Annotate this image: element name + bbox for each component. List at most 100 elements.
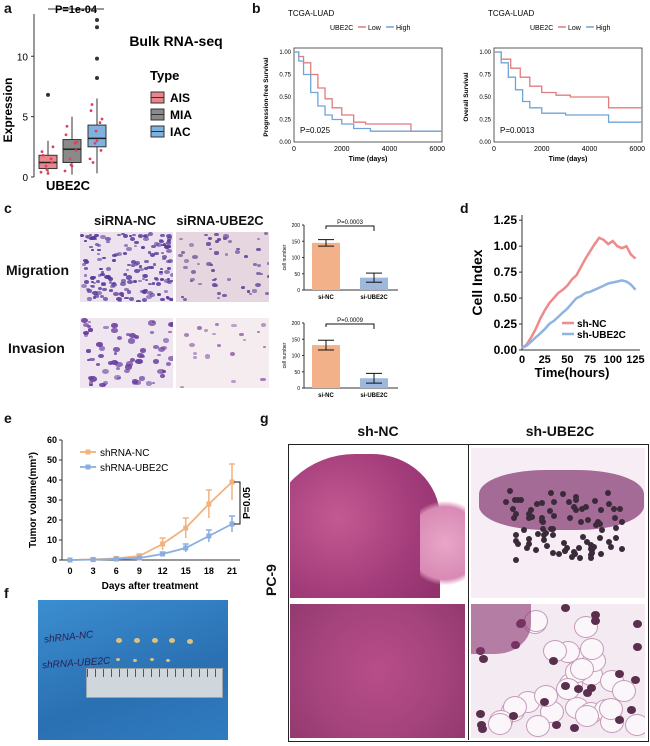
km-series-low <box>294 51 442 132</box>
km-legend-low: Low <box>368 25 382 32</box>
d-legend-label: sh-UBE2C <box>577 330 626 341</box>
km-ytick-label: 0.00 <box>479 140 491 146</box>
panel-a-point <box>94 129 98 133</box>
km-frame <box>293 47 443 143</box>
panel-a-outlier <box>95 18 99 23</box>
d-ytick-label: 0.50 <box>494 291 518 305</box>
e-xtick-label: 3 <box>91 566 96 576</box>
migration-sinc-image <box>80 232 173 302</box>
km-series-high <box>294 51 442 132</box>
d-ytick-label: 0.75 <box>494 265 518 279</box>
panel-c-col-header-nc: siRNA-NC <box>93 213 157 228</box>
panel-d-cell-index: 0.00 0.25 0.50 0.75 1.00 1.25 0 25 50 75 100 125 Tim… <box>469 213 645 380</box>
e-point <box>90 557 96 563</box>
e-ytick-label: 50 <box>47 455 57 465</box>
panel-a-pvalue: P=1e-04 <box>55 4 98 16</box>
km-ytick-label: 1.00 <box>479 50 491 56</box>
panel-a-point <box>98 121 102 125</box>
km-ytick-label: 0.25 <box>479 118 491 124</box>
e-pvalue: P=0.05 <box>242 487 250 519</box>
km-xtick-label: 6000 <box>429 146 445 153</box>
e-point <box>160 551 166 557</box>
panel-a-ylabel: Expression <box>1 78 15 143</box>
panel-a-point <box>75 140 79 144</box>
e-ytick-label: 60 <box>47 435 57 445</box>
km-legend-high: High <box>596 25 611 32</box>
e-point <box>183 545 189 551</box>
panel-a-outlier <box>95 25 99 30</box>
panel-a-point <box>74 149 78 152</box>
panel-letter-a: a <box>4 0 12 16</box>
e-point <box>113 556 119 562</box>
d-ytick-label: 0.25 <box>494 317 518 331</box>
panel-a-box <box>62 139 82 164</box>
panel-a-point <box>49 157 53 161</box>
panel-a-point <box>99 149 103 152</box>
d-series-sh-ube2c <box>521 279 637 350</box>
panel-a-legend: AIS MIA IAC <box>150 91 192 139</box>
panel-a-legend-label: MIA <box>170 108 192 122</box>
cbar-xtick-label: si-UBE2C <box>360 295 388 301</box>
e-ytick-label: 40 <box>47 475 57 485</box>
panel-a-point <box>88 157 92 161</box>
cbar-sig-bracket <box>325 323 375 329</box>
km-ytick-label: 0.75 <box>279 73 291 79</box>
km-legend-low: Low <box>568 25 582 32</box>
e-xtick-label: 9 <box>137 566 142 576</box>
panel-a-outlier <box>46 92 50 97</box>
panel-c-row-label-migration: Migration <box>6 262 69 278</box>
panel-a-point <box>93 141 97 145</box>
panel-b-km: TCGA-LUAD UBE2C Low High 0.00 0.25 0.50 0.75 1.0… <box>263 9 645 163</box>
km-ylabel: Overall Survival <box>463 72 470 121</box>
panel-g-col-header-nc: sh-NC <box>357 423 399 439</box>
d-ytick-label: 1.00 <box>494 239 518 253</box>
km-title: TCGA-LUAD <box>488 9 534 18</box>
cbar-ylabel: cell number <box>282 244 288 270</box>
km-title: TCGA-LUAD <box>288 9 334 18</box>
panel-c-bar-invasion: 0 50 100 150 200 cell number si-NC si-UBE2C P=0.… <box>282 318 398 399</box>
panel-a-point <box>51 145 55 149</box>
d-ytick-label: 0.00 <box>494 343 518 357</box>
panel-a-point <box>63 169 67 173</box>
km-gene: UBE2C <box>330 25 353 32</box>
d-xtick-label: 50 <box>561 354 573 366</box>
panel-f-tumor-photo: shRNA-NC shRNA-UBE2C <box>38 600 228 740</box>
km-legend-high: High <box>396 25 411 32</box>
d-xtick-label: 25 <box>539 354 551 366</box>
km-xtick-label: 6000 <box>629 146 645 153</box>
panel-a-legend-label: AIS <box>170 91 190 105</box>
cbar-pvalue: P=0.0003 <box>337 220 364 226</box>
panel-a-boxes <box>38 18 107 175</box>
he-siube2c-low-mag <box>471 448 645 598</box>
km-xtick-label: 4000 <box>382 146 398 153</box>
cbar-ytick-label: 150 <box>292 337 301 343</box>
e-point <box>229 479 235 485</box>
e-xlabel: Days after treatment <box>102 581 199 592</box>
km-pvalue: P=0.0013 <box>500 126 535 135</box>
km-xtick-label: 0 <box>492 146 496 153</box>
panel-letter-g: g <box>260 410 269 426</box>
d-legend-label: sh-NC <box>577 319 606 330</box>
cbar-xtick-label: si-UBE2C <box>360 393 388 399</box>
e-series-line <box>69 523 233 561</box>
cbar-ytick-label: 50 <box>294 370 300 376</box>
panel-a-outlier <box>95 56 99 61</box>
km-frame <box>493 47 643 143</box>
e-legend-marker <box>85 449 91 455</box>
panel-a-xlabel: UBE2C <box>46 178 91 193</box>
panel-c-bar-charts: 0 50 100 150 200 cell number si-NC si-UBE2C P=0.… <box>282 220 398 399</box>
e-legend-marker <box>85 464 91 470</box>
panel-letter-d: d <box>460 200 469 216</box>
km-xlabel: Time (days) <box>349 156 388 163</box>
e-series-line <box>69 481 233 561</box>
panel-a-point <box>50 161 54 164</box>
cbar-xtick-label: si-NC <box>318 295 334 301</box>
e-xtick-label: 12 <box>158 566 168 576</box>
panel-a-point <box>64 133 68 137</box>
panel-a-outlier <box>95 75 99 80</box>
e-point <box>160 541 166 547</box>
panel-a-point <box>44 164 48 168</box>
panel-a-ytick-label: 10 <box>17 52 29 63</box>
cbar-pvalue: P=0.0009 <box>337 318 364 324</box>
e-xtick-label: 21 <box>227 566 237 576</box>
